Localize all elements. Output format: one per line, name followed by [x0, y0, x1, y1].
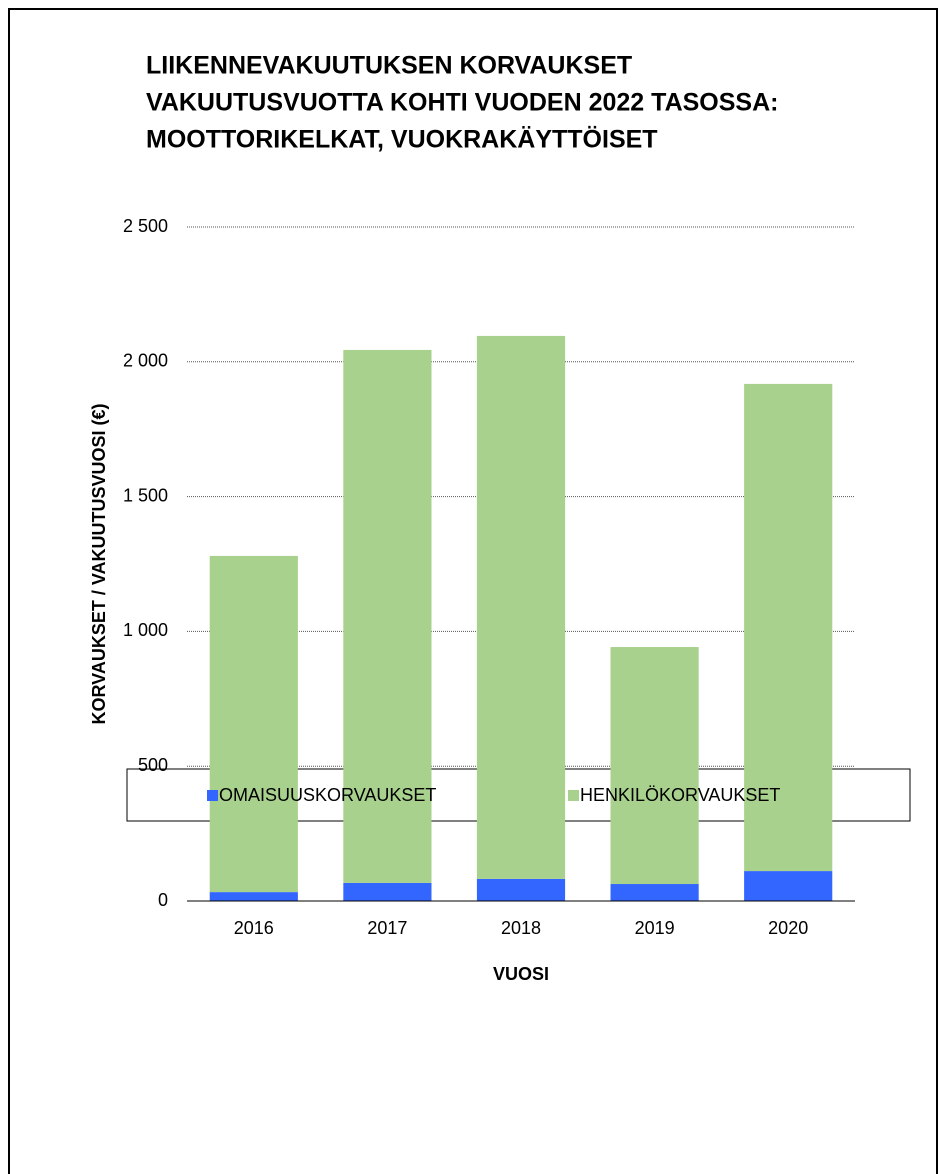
chart-title: LIIKENNEVAKUUTUKSEN KORVAUKSET [146, 52, 632, 80]
x-axis-label: VUOSI [493, 964, 549, 984]
legend-swatch [568, 790, 579, 801]
x-tick-label: 2018 [501, 918, 541, 938]
y-axis-label: KORVAUKSET / VAKUUTUSVUOSI (€) [89, 403, 109, 724]
y-tick-label: 0 [158, 890, 168, 910]
bar-segment [476, 878, 566, 901]
y-tick-label: 2 500 [123, 216, 168, 236]
y-tick-label: 500 [138, 755, 168, 775]
bar-segment [744, 383, 833, 872]
bar-segment [610, 647, 699, 885]
bar-segment [343, 882, 432, 901]
legend-swatch [207, 790, 218, 801]
bar-segment [209, 555, 298, 893]
legend-label: HENKILÖKORVAUKSET [580, 785, 780, 805]
legend-label: OMAISUUSKORVAUKSET [219, 785, 436, 805]
bar-segment [343, 349, 432, 883]
x-tick-label: 2019 [635, 918, 675, 938]
x-tick-label: 2017 [367, 918, 407, 938]
bar-segment [610, 884, 699, 901]
bar-segment [744, 871, 833, 901]
bar-segment [209, 892, 298, 901]
chart-title: MOOTTORIKELKAT, VUOKRAKÄYTTÖISET [146, 125, 658, 154]
y-tick-label: 1 000 [123, 620, 168, 640]
y-tick-label: 2 000 [123, 351, 168, 371]
bar-segment [476, 335, 566, 879]
y-tick-label: 1 500 [123, 485, 168, 505]
x-tick-label: 2020 [768, 918, 808, 938]
x-tick-label: 2016 [234, 918, 274, 938]
chart-title: VAKUUTUSVUOTTA KOHTI VUODEN 2022 TASOSSA… [146, 89, 778, 117]
